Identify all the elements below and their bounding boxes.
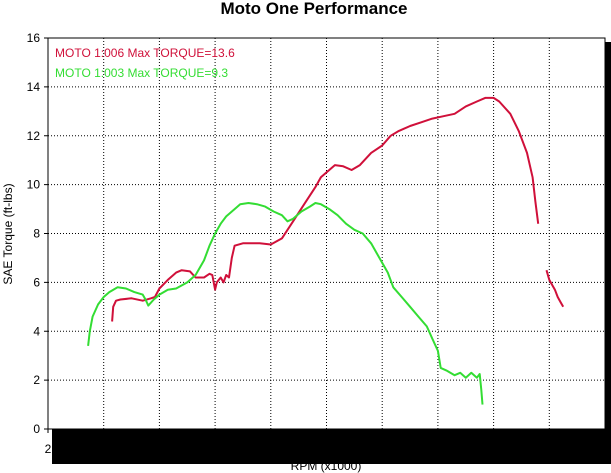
y-tick-labels: 0 2 4 6 8 10 12 14 16 — [27, 31, 48, 436]
x-tick-label: 7 — [323, 442, 330, 456]
x-tick-label: 5 — [212, 442, 219, 456]
chart-title: Moto One Performance — [220, 0, 407, 18]
y-tick-label: 12 — [27, 129, 41, 143]
x-tick-label: 9 — [435, 442, 442, 456]
y-tick-label: 0 — [33, 422, 40, 436]
series-line-1 — [111, 96, 540, 322]
y-tick-label: 6 — [33, 275, 40, 289]
x-axis-label: RPM (x1000) — [291, 459, 362, 473]
legend-entry-2: MOTO 1:003 Max TORQUE=9.3 — [55, 66, 228, 80]
legend: MOTO 1:006 Max TORQUE=13.6 MOTO 1:003 Max… — [55, 46, 235, 80]
x-tick-label: 2 — [45, 442, 52, 456]
x-tick-label: 11 — [543, 442, 556, 456]
y-tick-label: 14 — [27, 80, 41, 94]
x-tick-labels: 2 3 4 5 6 7 8 9 10 11 12 — [45, 429, 611, 456]
x-tick-label: 10 — [487, 442, 501, 456]
y-axis-label: SAE Torque (ft-lbs) — [1, 183, 15, 284]
y-tick-label: 8 — [33, 227, 40, 241]
x-tick-label: 6 — [267, 442, 274, 456]
y-tick-label: 10 — [27, 178, 41, 192]
x-tick-label: 8 — [379, 442, 386, 456]
legend-entry-1: MOTO 1:006 Max TORQUE=13.6 — [55, 46, 235, 60]
y-tick-label: 16 — [27, 31, 41, 45]
x-tick-label: 4 — [156, 442, 163, 456]
series-line-1 — [545, 269, 565, 308]
y-tick-label: 2 — [33, 373, 40, 387]
y-tick-label: 4 — [33, 324, 40, 338]
series-line-2 — [87, 202, 484, 405]
x-tick-label: 3 — [100, 442, 107, 456]
series-lines — [87, 96, 565, 405]
x-tick-label: 12 — [598, 442, 611, 456]
